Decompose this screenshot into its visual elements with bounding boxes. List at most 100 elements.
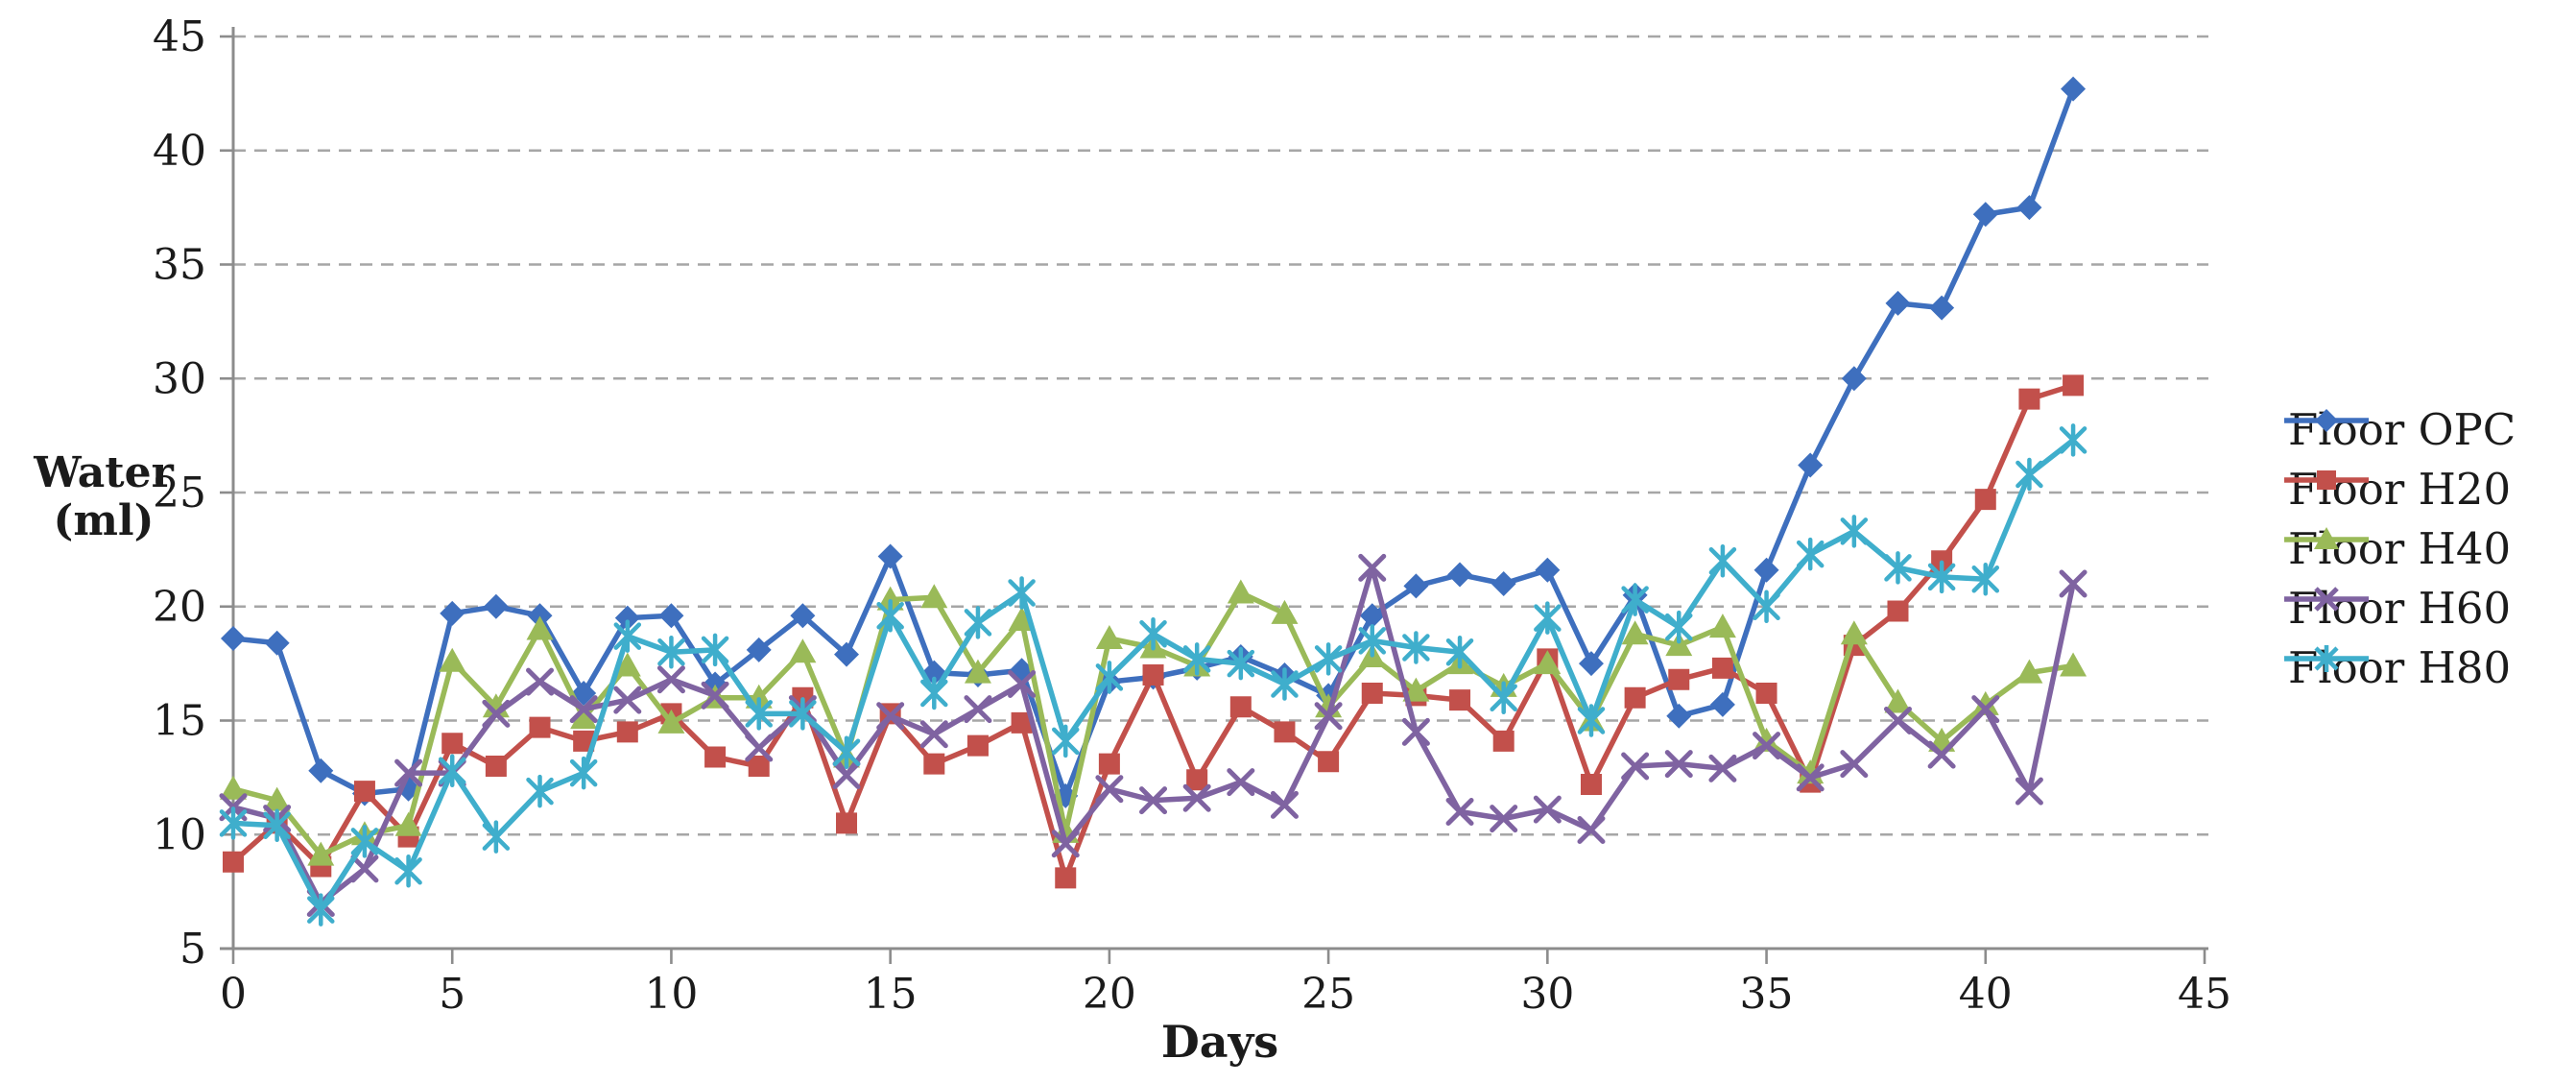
marker-asterisk	[263, 808, 291, 842]
marker-diamond	[2061, 76, 2087, 102]
marker-asterisk	[1402, 631, 1430, 664]
marker-triangle	[439, 647, 466, 672]
legend-triangle-glyph	[2314, 527, 2339, 549]
marker-diamond	[1929, 295, 1955, 321]
x-tick-label: 30	[1520, 970, 1574, 1019]
x-tick-label: 10	[644, 970, 698, 1019]
marker-asterisk	[1445, 636, 1474, 669]
marker-x	[1971, 695, 2000, 724]
marker-asterisk	[569, 756, 598, 790]
marker-square	[1229, 696, 1252, 718]
y-tick-label: 35	[153, 241, 206, 290]
marker-diamond	[308, 758, 334, 783]
marker-square	[1318, 751, 1340, 773]
marker-triangle	[1753, 727, 1780, 752]
marker-diamond	[1798, 452, 1824, 478]
marker-x	[1533, 795, 1562, 824]
marker-x	[1445, 798, 1474, 826]
marker-x	[1708, 754, 1737, 782]
marker-square	[1274, 721, 1296, 743]
marker-x	[876, 702, 905, 731]
marker-x	[832, 761, 861, 789]
marker-diamond	[1359, 603, 1385, 629]
marker-x	[1401, 717, 1430, 746]
series-line-floor-opc	[230, 85, 2076, 799]
marker-triangle	[1884, 688, 1912, 713]
marker-asterisk	[1227, 646, 1255, 681]
marker-asterisk	[876, 599, 904, 633]
marker-square	[966, 734, 989, 757]
marker-diamond	[877, 543, 903, 569]
marker-triangle	[964, 659, 991, 684]
marker-asterisk	[745, 697, 773, 731]
marker-square	[1755, 683, 1777, 704]
legend-x-glyph	[2314, 587, 2339, 612]
legend-item-floor-h20: Floor H20	[2282, 461, 2511, 517]
marker-asterisk	[2059, 423, 2087, 457]
marker-diamond	[264, 630, 290, 656]
marker-x	[701, 681, 729, 710]
marker-asterisk	[1182, 642, 1211, 676]
marker-square	[1186, 769, 1208, 791]
marker-diamond	[1666, 703, 1692, 729]
marker-x	[1840, 750, 1869, 779]
marker-x	[1883, 707, 1912, 734]
marker-diamond	[790, 603, 816, 629]
x-tick-label: 35	[1740, 970, 1794, 1019]
marker-diamond	[658, 603, 684, 629]
marker-asterisk	[438, 754, 466, 787]
marker-diamond	[440, 600, 465, 626]
marker-asterisk	[1796, 537, 1825, 571]
legend-item-floor-h80: Floor H80	[2282, 639, 2511, 695]
marker-x	[964, 695, 992, 724]
marker-triangle	[307, 841, 335, 866]
y-axis-title: Water (ml)	[8, 449, 200, 545]
marker-square	[1449, 689, 1471, 711]
marker-diamond	[1709, 691, 1735, 717]
marker-square	[704, 746, 727, 768]
marker-diamond	[1841, 366, 1867, 392]
marker-x	[350, 854, 379, 883]
marker-x	[1621, 752, 1650, 781]
marker-asterisk	[1008, 576, 1036, 610]
marker-asterisk	[1577, 704, 1606, 737]
marker-asterisk	[482, 820, 511, 854]
marker-square	[748, 756, 770, 777]
marker-diamond	[527, 603, 553, 629]
marker-diamond	[834, 641, 860, 667]
y-tick-label: 30	[153, 354, 206, 403]
marker-asterisk	[1665, 610, 1693, 644]
marker-triangle	[1227, 579, 1254, 604]
y-tick-label: 15	[153, 697, 206, 746]
square-marker-icon	[2284, 470, 2369, 490]
y-tick-label: 45	[153, 12, 206, 61]
marker-asterisk	[613, 619, 642, 653]
triangle-marker-icon	[2284, 527, 2369, 549]
legend-item-floor-opc: Floor OPC	[2282, 401, 2516, 457]
marker-square	[529, 716, 551, 738]
legend-diamond-glyph	[2315, 409, 2338, 432]
marker-x	[1927, 740, 1956, 769]
marker-x	[1051, 830, 1080, 858]
marker-triangle	[613, 652, 641, 677]
x-tick-label: 25	[1301, 970, 1355, 1019]
marker-square	[1142, 664, 1164, 686]
y-axis-title-line1: Water	[34, 448, 174, 497]
marker-square	[2018, 388, 2040, 410]
asterisk-marker-icon	[2284, 645, 2369, 672]
marker-x	[1270, 790, 1299, 819]
marker-x	[613, 686, 642, 714]
marker-asterisk	[1840, 515, 1869, 548]
marker-asterisk	[1971, 563, 2000, 596]
x-tick-label: 15	[864, 970, 918, 1019]
marker-asterisk	[1884, 551, 1912, 585]
legend-item-floor-h60: Floor H60	[2282, 580, 2511, 636]
marker-asterisk	[1708, 544, 1737, 578]
marker-diamond	[746, 637, 772, 662]
marker-asterisk	[832, 735, 861, 769]
marker-x	[526, 667, 555, 696]
marker-asterisk	[1095, 661, 1124, 694]
marker-triangle	[526, 615, 554, 640]
